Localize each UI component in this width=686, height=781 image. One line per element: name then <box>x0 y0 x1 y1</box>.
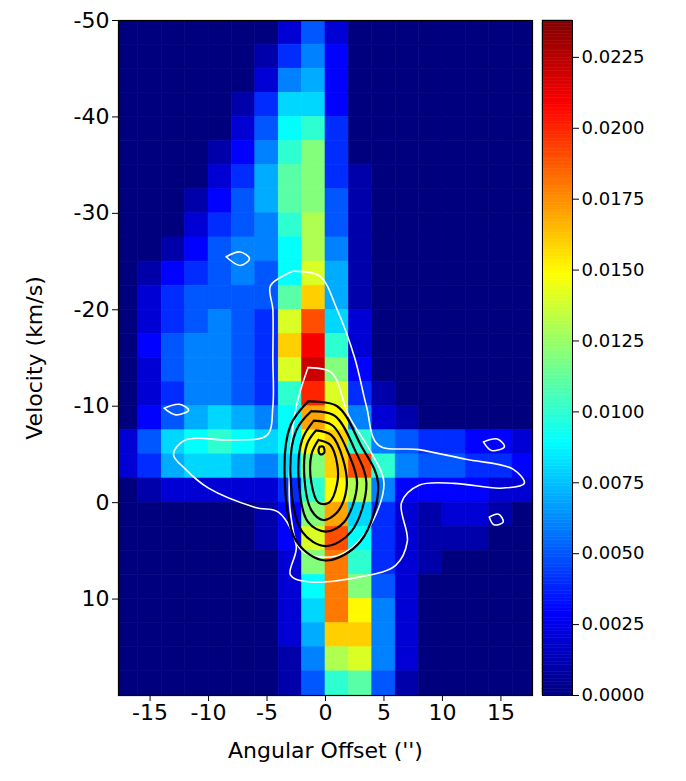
svg-text:-10: -10 <box>191 700 227 725</box>
svg-text:-15: -15 <box>132 700 168 725</box>
svg-text:0.0000: 0.0000 <box>582 684 645 705</box>
svg-text:10: 10 <box>82 586 110 611</box>
svg-text:0.0125: 0.0125 <box>582 330 645 351</box>
svg-text:-40: -40 <box>74 104 110 129</box>
svg-text:0.0225: 0.0225 <box>582 46 645 67</box>
svg-text:0.0175: 0.0175 <box>582 188 645 209</box>
svg-text:0: 0 <box>96 490 110 515</box>
svg-text:0.0150: 0.0150 <box>582 259 645 280</box>
svg-text:Velocity (km/s): Velocity (km/s) <box>22 276 47 440</box>
svg-text:5: 5 <box>377 700 391 725</box>
svg-text:0.0025: 0.0025 <box>582 613 645 634</box>
svg-text:10: 10 <box>428 700 456 725</box>
svg-text:-20: -20 <box>74 297 110 322</box>
svg-text:-50: -50 <box>74 8 110 33</box>
svg-text:-5: -5 <box>256 700 278 725</box>
svg-text:-10: -10 <box>74 393 110 418</box>
svg-text:0.0100: 0.0100 <box>582 401 645 422</box>
svg-text:0: 0 <box>319 700 333 725</box>
svg-text:0.0050: 0.0050 <box>582 542 645 563</box>
svg-text:0.0200: 0.0200 <box>582 117 645 138</box>
svg-text:-30: -30 <box>74 200 110 225</box>
svg-text:Angular Offset (''): Angular Offset ('') <box>228 738 423 763</box>
svg-text:15: 15 <box>487 700 515 725</box>
svg-text:0.0075: 0.0075 <box>582 472 645 493</box>
